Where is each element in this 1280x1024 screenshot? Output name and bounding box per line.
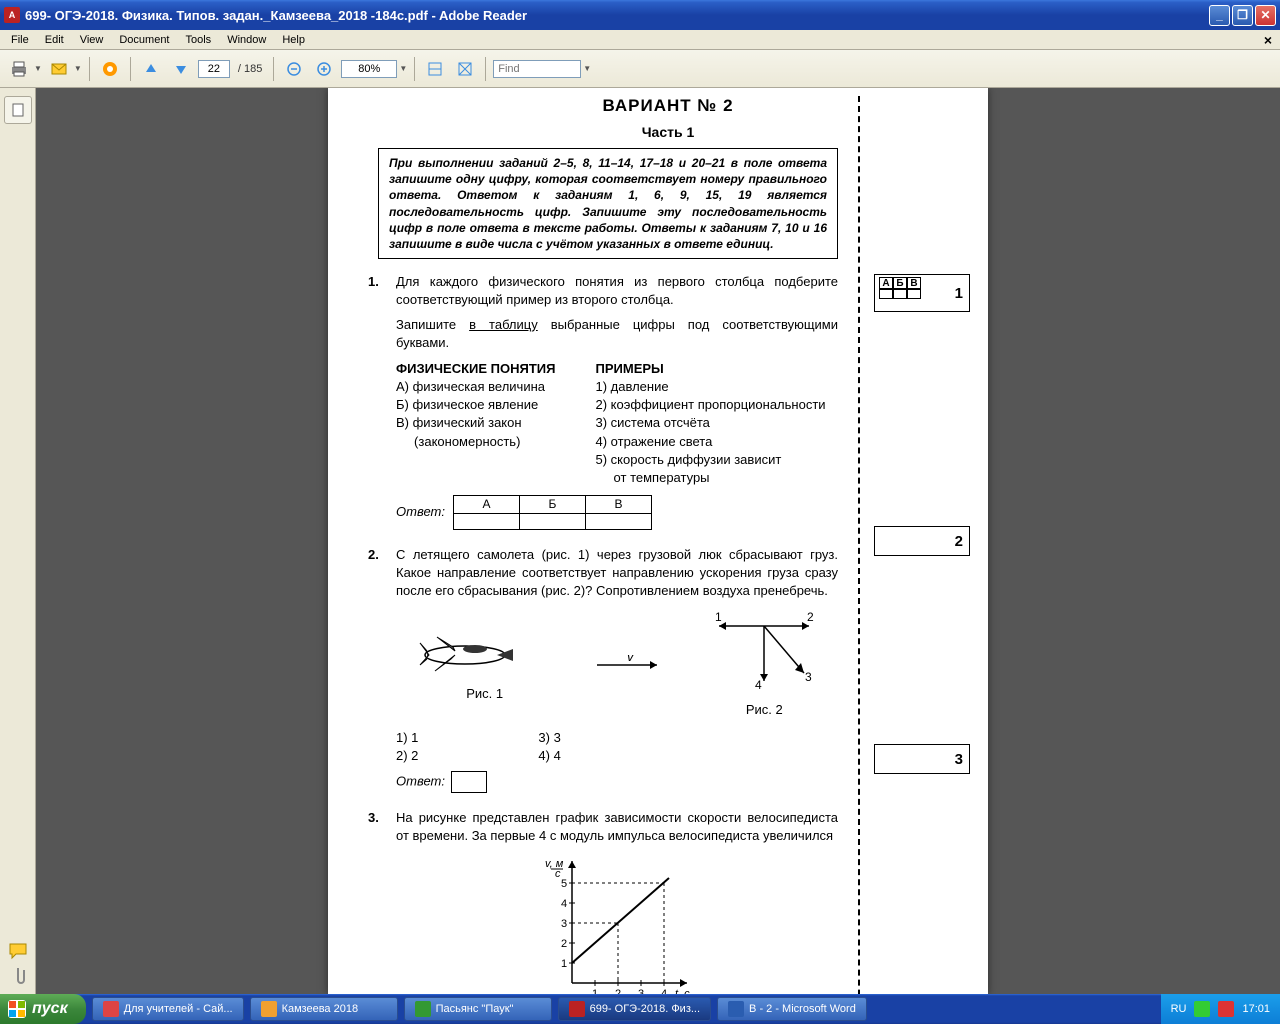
dropdown-icon[interactable]: ▼ [74, 64, 82, 73]
svg-text:3: 3 [805, 670, 812, 684]
print-button[interactable] [6, 56, 32, 82]
svg-text:4: 4 [661, 988, 667, 994]
svg-text:3: 3 [561, 918, 567, 930]
answer-box-1: АБВ 1 [874, 274, 970, 312]
windows-flag-icon [8, 1000, 26, 1018]
folder-icon [261, 1001, 277, 1017]
dropdown-icon[interactable]: ▼ [399, 64, 407, 73]
close-button[interactable]: ✕ [1255, 5, 1276, 26]
clock[interactable]: 17:01 [1242, 1003, 1270, 1015]
direction-figure: 1 2 3 4 [709, 611, 819, 701]
taskbar-item[interactable]: Для учителей - Сай... [92, 997, 244, 1021]
zoom-input[interactable] [341, 60, 397, 78]
taskbar-item[interactable]: Пасьянс "Паук" [404, 997, 552, 1021]
velocity-arrow: v [592, 655, 672, 675]
tray-icon[interactable] [1218, 1001, 1234, 1017]
taskbar: пуск Для учителей - Сай... Камзеева 2018… [0, 994, 1280, 1024]
start-button[interactable]: пуск [0, 994, 86, 1024]
answer-table: АБВ [453, 495, 652, 530]
spider-icon [415, 1001, 431, 1017]
collab-button[interactable] [97, 56, 123, 82]
menu-tools[interactable]: Tools [179, 32, 219, 48]
doc-close-button[interactable]: × [1260, 32, 1276, 48]
svg-text:5: 5 [561, 878, 567, 890]
part-title: Часть 1 [368, 124, 968, 140]
svg-text:4: 4 [561, 898, 567, 910]
svg-text:3: 3 [638, 988, 644, 994]
variant-title: ВАРИАНТ № 2 [368, 96, 968, 116]
menu-help[interactable]: Help [275, 32, 312, 48]
minimize-button[interactable]: _ [1209, 5, 1230, 26]
fit-page-button[interactable] [452, 56, 478, 82]
taskbar-item[interactable]: Камзеева 2018 [250, 997, 398, 1021]
menu-file[interactable]: File [4, 32, 36, 48]
svg-text:t, с: t, с [675, 988, 690, 994]
dropdown-icon[interactable]: ▼ [34, 64, 42, 73]
taskbar-item-active[interactable]: 699- ОГЭ-2018. Физ... [558, 997, 711, 1021]
systray: RU 17:01 [1161, 994, 1280, 1024]
tray-icon[interactable] [1194, 1001, 1210, 1017]
document-viewport[interactable]: АБВ 1 2 3 ВАРИАНТ № 2 Часть 1 При выполн… [36, 88, 1280, 994]
menu-view[interactable]: View [73, 32, 111, 48]
content-area: АБВ 1 2 3 ВАРИАНТ № 2 Часть 1 При выполн… [0, 88, 1280, 994]
airplane-figure [415, 627, 555, 683]
window-title: 699- ОГЭ-2018. Физика. Типов. задан._Кам… [25, 8, 1209, 23]
pdf-icon [569, 1001, 585, 1017]
zoom-in-button[interactable] [311, 56, 337, 82]
svg-text:2: 2 [561, 938, 567, 950]
page-up-button[interactable] [138, 56, 164, 82]
find-input[interactable] [493, 60, 581, 78]
email-button[interactable] [46, 56, 72, 82]
titlebar: A 699- ОГЭ-2018. Физика. Типов. задан._К… [0, 0, 1280, 30]
menubar: File Edit View Document Tools Window Hel… [0, 30, 1280, 50]
svg-text:1: 1 [592, 988, 598, 994]
page-down-button[interactable] [168, 56, 194, 82]
answer-box-3: 3 [874, 744, 970, 774]
word-icon [728, 1001, 744, 1017]
svg-text:1: 1 [561, 958, 567, 970]
pages-panel-button[interactable] [4, 96, 32, 124]
menu-window[interactable]: Window [220, 32, 273, 48]
menu-edit[interactable]: Edit [38, 32, 71, 48]
page-total: / 185 [238, 63, 262, 75]
svg-text:2: 2 [807, 611, 814, 624]
task-2: 2. С летящего самолета (рис. 1) через гр… [368, 546, 838, 793]
attachment-icon[interactable] [10, 966, 26, 986]
task-1: 1. Для каждого физического понятия из пе… [368, 273, 838, 530]
dropdown-icon[interactable]: ▼ [583, 64, 591, 73]
page-input[interactable] [198, 60, 230, 78]
sidebar [0, 88, 36, 994]
pdf-page: АБВ 1 2 3 ВАРИАНТ № 2 Часть 1 При выполн… [328, 88, 988, 994]
answer-box-2: 2 [874, 526, 970, 556]
svg-text:4: 4 [755, 678, 762, 692]
toolbar: ▼ ▼ / 185 ▼ ▼ [0, 50, 1280, 88]
task-3: 3. На рисунке представлен график зависим… [368, 809, 838, 994]
instructions-box: При выполнении заданий 2–5, 8, 11–14, 17… [378, 148, 838, 259]
svg-text:1: 1 [715, 611, 722, 624]
taskbar-item[interactable]: В - 2 - Microsoft Word [717, 997, 867, 1021]
svg-text:2: 2 [615, 988, 621, 994]
maximize-button[interactable]: ❐ [1232, 5, 1253, 26]
comment-icon[interactable] [8, 942, 28, 960]
svg-text:v: v [627, 655, 635, 664]
language-indicator[interactable]: RU [1171, 1003, 1187, 1015]
menu-document[interactable]: Document [112, 32, 176, 48]
pdf-icon: A [4, 7, 20, 23]
fit-width-button[interactable] [422, 56, 448, 82]
velocity-chart: v, м с t, с 1 2 3 4 5 1 [537, 853, 697, 994]
zoom-out-button[interactable] [281, 56, 307, 82]
yandex-icon [103, 1001, 119, 1017]
